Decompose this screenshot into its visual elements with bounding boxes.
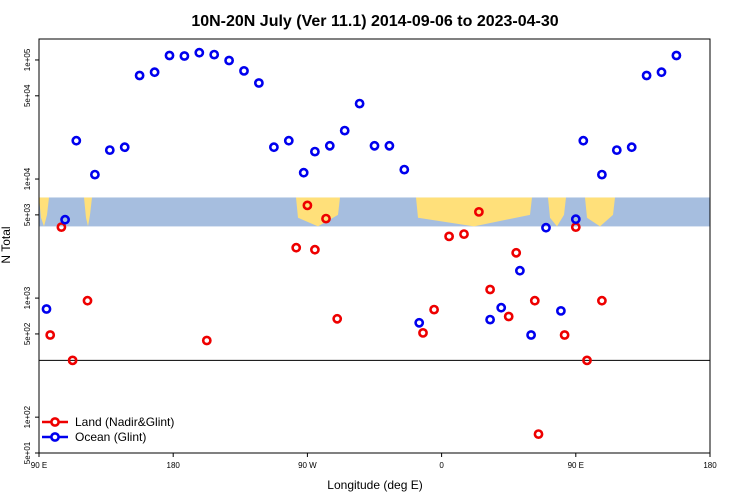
ocean-point — [268, 142, 279, 153]
legend-marker — [50, 417, 60, 427]
ocean-point — [496, 302, 507, 313]
ocean-point — [309, 146, 320, 157]
ocean-point — [671, 50, 682, 61]
ocean-point — [209, 49, 220, 60]
ocean-point — [414, 317, 425, 328]
land-mass — [416, 197, 532, 227]
y-tick-label: 1e+03 — [23, 286, 32, 309]
legend-label: Ocean (Glint) — [75, 430, 146, 444]
land-mass — [39, 197, 49, 227]
land-point — [444, 231, 454, 242]
land-point — [302, 200, 313, 211]
legend-label: Land (Nadir&Glint) — [75, 415, 174, 429]
plot-frame — [38, 38, 711, 454]
ocean-point — [556, 305, 566, 316]
ocean-point — [354, 98, 365, 109]
land-mass — [84, 197, 92, 227]
ocean-point — [253, 78, 264, 88]
ocean-point — [104, 145, 115, 155]
land-point — [511, 247, 522, 258]
y-tick-label: 5e+01 — [23, 441, 32, 464]
ocean-point — [134, 70, 145, 81]
ocean-point — [283, 135, 294, 146]
ocean-point — [149, 67, 160, 78]
x-tick-label: 180 — [167, 461, 181, 470]
land-point — [309, 244, 320, 255]
land-point — [503, 311, 514, 322]
ocean-point — [515, 265, 525, 276]
y-tick-label: 5e+04 — [23, 84, 32, 107]
ocean-point — [641, 70, 652, 81]
x-tick-label: 0 — [439, 461, 444, 470]
land-point — [582, 355, 592, 366]
world-map-band — [39, 197, 710, 227]
ocean-point — [626, 142, 637, 153]
land-point — [418, 327, 428, 338]
ocean-point — [41, 304, 52, 314]
x-tick-label: 180 — [703, 461, 717, 470]
land-point — [597, 295, 607, 306]
land-mass — [548, 197, 566, 227]
land-point — [570, 222, 581, 232]
ocean-point — [578, 135, 589, 146]
ocean-point — [239, 66, 249, 76]
ocean-point — [90, 169, 100, 180]
ocean-point — [71, 135, 82, 146]
y-tick-label: 5e+02 — [23, 322, 32, 345]
y-tick-label: 1e+02 — [23, 405, 32, 428]
ocean-point — [119, 142, 130, 153]
ocean-point — [60, 214, 70, 225]
y-tick-label: 1e+04 — [23, 167, 32, 190]
ocean-point — [485, 314, 495, 325]
ocean-point — [611, 145, 622, 155]
y-tick-label: 5e+03 — [23, 203, 32, 226]
ocean-point — [656, 67, 667, 78]
chart-title: 10N-20N July (Ver 11.1) 2014-09-06 to 20… — [191, 13, 558, 30]
land-point — [473, 206, 484, 217]
land-point — [459, 229, 469, 239]
ocean-point — [194, 47, 205, 58]
x-tick-label: 90 E — [568, 461, 584, 470]
land-point — [82, 295, 93, 306]
x-tick-label: 90 W — [298, 461, 317, 470]
land-point — [559, 330, 570, 340]
ocean-point — [324, 140, 335, 151]
legend: Land (Nadir&Glint)Ocean (Glint) — [42, 415, 174, 444]
ocean-point — [597, 169, 607, 180]
y-axis-label: N Total — [0, 226, 13, 263]
ocean-point — [164, 50, 175, 61]
ocean-point — [224, 55, 234, 66]
land-point — [321, 213, 331, 224]
data-points — [41, 47, 682, 439]
land-mass — [585, 197, 615, 227]
land-point — [67, 355, 78, 366]
x-axis-label: Longitude (deg E) — [327, 478, 422, 492]
land-point — [485, 284, 495, 295]
land-point — [56, 222, 67, 232]
land-point — [429, 304, 439, 315]
land-point — [533, 429, 544, 439]
land-point — [45, 330, 56, 340]
ocean-point — [339, 125, 350, 136]
ocean-point — [369, 140, 380, 151]
legend-marker — [50, 432, 60, 442]
ocean-point — [570, 214, 581, 225]
ocean-point — [384, 140, 395, 151]
ocean-point — [399, 164, 410, 175]
land-point — [291, 242, 302, 253]
ocean-point — [541, 222, 551, 233]
axes: 90 E 180 90 W 0 90 E 180 5e+01 1e+02 5e+02 1e+03 5… — [23, 48, 717, 470]
ocean-point — [179, 51, 190, 61]
land-point — [332, 313, 343, 324]
x-tick-label: 90 E — [31, 461, 47, 470]
land-point — [201, 335, 212, 346]
ocean-point — [526, 330, 536, 340]
y-tick-label: 1e+05 — [23, 48, 32, 71]
ocean-point — [298, 167, 309, 178]
land-point — [529, 295, 540, 306]
